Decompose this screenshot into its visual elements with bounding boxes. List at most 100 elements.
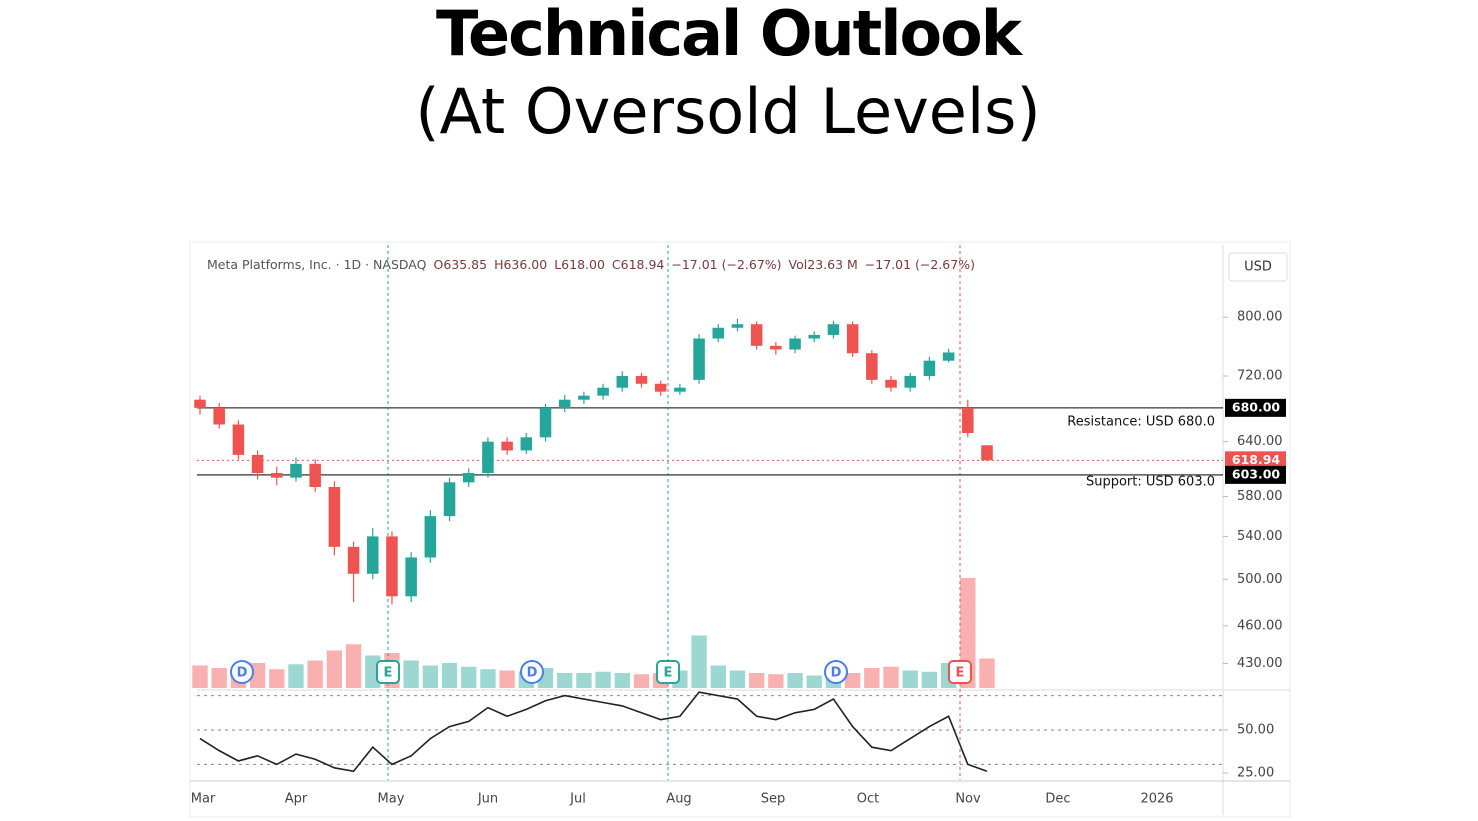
candle-body: [328, 487, 341, 547]
event-label: D: [237, 666, 248, 681]
subtitle: (At Oversold Levels): [415, 75, 1040, 148]
x-tick-label: May: [378, 792, 405, 807]
candle-body: [674, 387, 686, 392]
volume-bar: [902, 670, 918, 688]
candle-body: [501, 441, 513, 451]
title: Technical Outlook: [436, 0, 1024, 70]
header-item: O635.85: [433, 257, 487, 272]
header-item: C618.94: [612, 257, 665, 272]
volume-bar: [768, 674, 784, 688]
volume-bar: [864, 668, 880, 688]
event-marker: [376, 660, 400, 684]
candle-body: [405, 557, 417, 597]
candle-body: [789, 338, 801, 350]
y-tick-label: 460.00: [1237, 618, 1283, 633]
volume-bar: [921, 671, 938, 688]
volume-bar: [614, 673, 630, 688]
volume-bar: [806, 675, 822, 688]
candle-body: [290, 463, 302, 478]
event-marker: [230, 660, 254, 684]
volume-bar: [461, 666, 477, 688]
candle-body: [770, 345, 782, 350]
candle-body: [731, 324, 744, 328]
price-box-label: 618.94: [1232, 452, 1281, 467]
volume-bar: [729, 670, 746, 688]
x-tick-label: Oct: [857, 792, 879, 807]
volume-bar: [748, 673, 765, 688]
y-tick-label: 800.00: [1237, 310, 1283, 325]
volume-bar: [192, 665, 208, 688]
candle-body: [366, 536, 379, 574]
candle-body: [616, 375, 629, 388]
candle-body: [558, 399, 571, 408]
y-tick-label: 720.00: [1237, 368, 1283, 383]
candle-body: [194, 399, 206, 408]
volume-bar: [557, 673, 573, 688]
candle-body: [904, 375, 916, 388]
candle-body: [251, 454, 264, 474]
price-box: [1225, 465, 1286, 484]
event-label: E: [384, 666, 393, 681]
event-label: E: [664, 666, 673, 681]
volume-bar: [326, 650, 343, 688]
candle-body: [232, 424, 245, 455]
volume-bar: [480, 669, 496, 688]
header-item: Vol23.63 M: [789, 257, 858, 272]
candle-body: [597, 387, 609, 396]
header-item: L618.00: [554, 257, 605, 272]
event-marker: [824, 660, 848, 684]
x-tick-label: Nov: [955, 792, 981, 807]
volume-bar: [211, 668, 227, 688]
volume-bar: [710, 665, 726, 688]
header-item: Meta Platforms, Inc. · 1D · NASDAQ: [207, 257, 427, 272]
volume-bar: [883, 666, 899, 688]
volume-bar: [288, 664, 304, 688]
x-tick-label: Jun: [477, 792, 498, 807]
volume-bar: [441, 663, 458, 688]
candle-body: [654, 383, 667, 392]
candle-body: [520, 437, 533, 451]
volume-bar: [576, 673, 592, 688]
price-box: [1225, 398, 1286, 417]
price-box: [1225, 451, 1286, 470]
candle-body: [309, 463, 321, 488]
rsi-tick-label: 25.00: [1237, 766, 1274, 781]
volume-bar: [844, 673, 861, 688]
volume-bar: [499, 670, 515, 688]
candle-body: [539, 407, 552, 438]
header-item: −17.01 (−2.67%): [671, 257, 781, 272]
currency-box: [1228, 252, 1288, 282]
candle-body: [271, 473, 283, 478]
volume-bar: [633, 674, 650, 688]
volume-bar: [403, 660, 419, 688]
chart-frame: [189, 241, 1291, 818]
volume-bar: [249, 663, 266, 688]
event-marker: [656, 660, 680, 684]
x-tick-label: 2026: [1140, 792, 1173, 807]
candle-body: [213, 407, 225, 425]
y-tick-label: 540.00: [1237, 529, 1283, 544]
y-tick-label: 500.00: [1237, 572, 1283, 587]
header-item: H636.00: [494, 257, 547, 272]
y-tick-label: 580.00: [1237, 489, 1283, 504]
event-marker: [520, 660, 544, 684]
candle-body: [424, 516, 437, 558]
volume-bar: [787, 673, 803, 688]
x-tick-label: Dec: [1045, 792, 1070, 807]
event-label: D: [527, 666, 538, 681]
header-item: −17.01 (−2.67%): [865, 257, 975, 272]
event-marker: [948, 660, 972, 684]
candle-body: [808, 334, 821, 339]
volume-bar: [595, 671, 611, 688]
candle-body: [962, 407, 974, 434]
candle-body: [981, 445, 993, 461]
volume-bar: [979, 658, 995, 688]
volume-bar: [691, 635, 707, 688]
volume-bar: [422, 665, 439, 688]
resistance-label: Resistance: USD 680.0: [1067, 414, 1215, 429]
candle-body: [462, 473, 475, 483]
candle-body: [712, 327, 725, 339]
chart-header: Meta Platforms, Inc. · 1D · NASDAQ O635.8…: [207, 257, 975, 272]
price-box-label: 680.00: [1232, 399, 1281, 414]
candle-body: [482, 441, 494, 474]
